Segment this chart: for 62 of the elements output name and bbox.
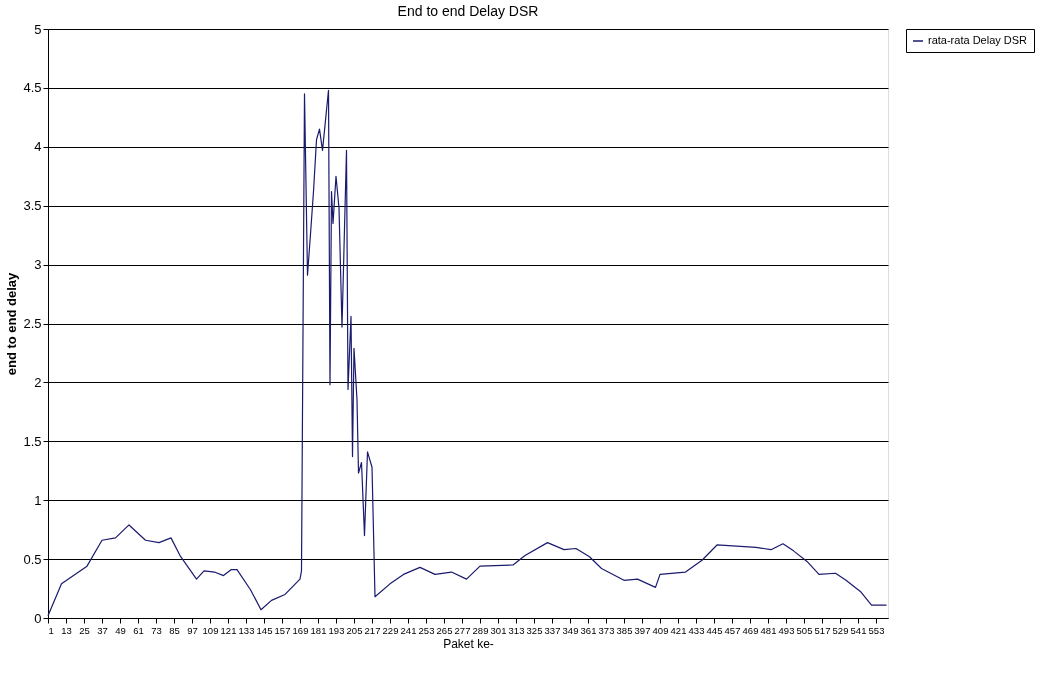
x-tick-label: 193 (328, 624, 345, 636)
y-tick-label: 3.5 (23, 198, 42, 214)
x-tick-label: 277 (454, 624, 471, 636)
x-tick-label: 121 (220, 624, 237, 636)
x-tick-label: 361 (580, 624, 597, 636)
chart-title: End to end Delay DSR (397, 3, 539, 19)
y-tick-label: 2.5 (23, 316, 42, 331)
x-tick-label: 409 (652, 624, 669, 636)
x-tick-label: 337 (544, 624, 561, 636)
x-tick-label: 553 (868, 624, 885, 636)
x-tick-label: 61 (133, 624, 144, 636)
x-tick-label: 313 (508, 624, 525, 636)
x-tick-label: 241 (400, 624, 417, 636)
y-tick-label: 1.5 (23, 433, 42, 449)
y-tick-label: 5 (34, 21, 42, 37)
x-tick-label: 25 (79, 624, 90, 636)
x-tick-label: 529 (832, 624, 849, 636)
y-tick-label: 0.5 (23, 551, 42, 567)
x-tick-label: 445 (706, 624, 723, 636)
x-tick-label: 109 (202, 624, 219, 636)
y-tick-label: 2 (34, 374, 42, 390)
x-tick-label: 169 (292, 624, 309, 636)
x-tick-label: 385 (616, 624, 633, 636)
x-tick-label: 157 (274, 624, 291, 636)
legend-label: rata-rata Delay DSR (928, 34, 1028, 46)
x-tick-label: 37 (97, 624, 108, 636)
x-tick-label: 301 (490, 624, 507, 636)
x-tick-label: 373 (598, 624, 615, 636)
x-tick-label: 265 (436, 624, 453, 636)
x-tick-label: 505 (796, 624, 813, 636)
x-tick-label: 205 (346, 624, 363, 636)
y-axis-title: end to end delay (4, 271, 20, 376)
x-tick-label: 493 (778, 624, 795, 636)
x-tick-label: 49 (115, 624, 126, 636)
y-tick-label: 4.5 (23, 80, 42, 96)
x-tick-label: 181 (310, 624, 327, 636)
x-tick-label: 13 (61, 624, 72, 636)
x-tick-label: 517 (814, 624, 831, 636)
y-tick-label: 0 (34, 610, 42, 626)
x-tick-label: 73 (151, 624, 162, 636)
x-tick-label: 145 (256, 624, 273, 636)
x-tick-label: 253 (418, 624, 435, 636)
x-tick-label: 217 (364, 624, 381, 636)
x-axis-title: Paket ke- (443, 637, 494, 651)
x-tick-label: 457 (724, 624, 741, 636)
x-tick-label: 97 (187, 624, 198, 636)
x-tick-label: 325 (526, 624, 543, 636)
x-tick-label: 541 (850, 624, 867, 636)
x-tick-label: 433 (688, 624, 705, 636)
x-tick-label: 133 (238, 624, 255, 636)
y-tick-label: 1 (34, 492, 42, 508)
x-tick-label: 421 (670, 624, 687, 636)
x-tick-label: 289 (472, 624, 489, 636)
y-tick-label: 3 (34, 257, 42, 273)
x-tick-label: 85 (169, 624, 180, 636)
x-tick-label: 229 (382, 624, 399, 636)
y-tick-label: 4 (34, 139, 42, 155)
x-tick-label: 397 (634, 624, 651, 636)
x-tick-label: 481 (760, 624, 777, 636)
x-tick-label: 349 (562, 624, 579, 636)
x-tick-label: 469 (742, 624, 759, 636)
x-tick-label: 1 (48, 624, 54, 636)
